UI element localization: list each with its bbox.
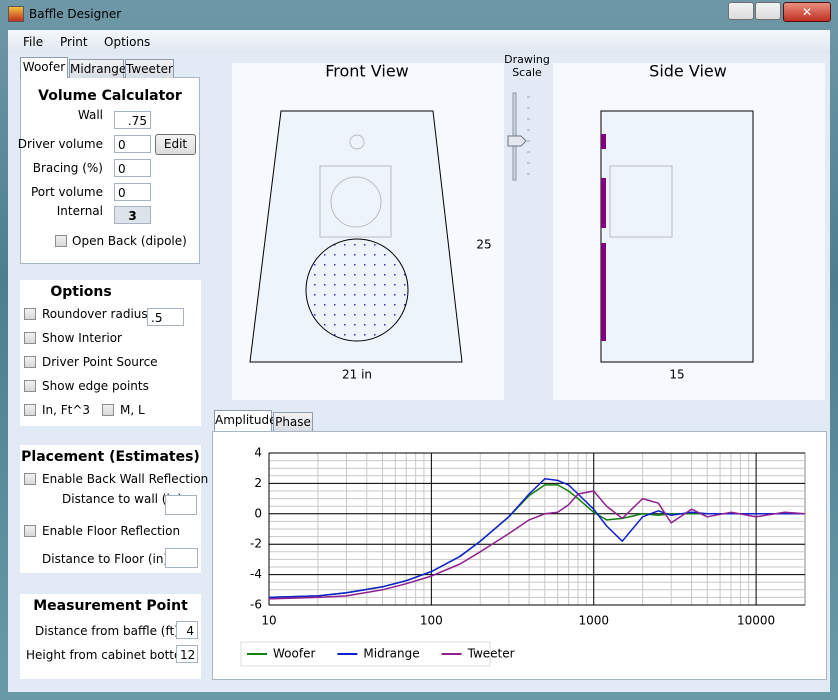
checkbox-label: Open Back (dipole)	[72, 234, 187, 248]
y-tick-label: -2	[250, 537, 262, 551]
x-tick-label: 1000	[578, 614, 609, 628]
series-line	[268, 478, 805, 599]
legend-label: Tweeter	[467, 647, 515, 661]
minimize-button[interactable]	[728, 2, 754, 20]
menu-item[interactable]: Options	[104, 35, 151, 49]
text-box[interactable]: .75	[114, 111, 151, 129]
section-title: Measurement Point	[33, 598, 188, 614]
driver-side	[601, 243, 606, 341]
checkbox[interactable]	[24, 308, 36, 320]
close-button[interactable]: ✕	[783, 2, 831, 22]
maximize-button[interactable]	[755, 2, 781, 20]
view-title: Side View	[649, 62, 727, 81]
checkbox-label: M, L	[120, 403, 145, 417]
checkbox[interactable]	[24, 356, 36, 368]
text-box[interactable]: .5	[147, 308, 184, 326]
checkbox-label: Driver Point Source	[42, 355, 158, 369]
checkbox[interactable]	[102, 404, 114, 416]
checkbox-label: Enable Floor Reflection	[42, 524, 181, 538]
slider-thumb[interactable]	[507, 135, 527, 147]
tweeter-outline	[349, 134, 365, 150]
options-panel	[20, 280, 201, 426]
field-label: Wall	[77, 108, 103, 122]
readonly-box: 3	[114, 206, 151, 224]
section-title: Options	[50, 284, 112, 300]
checkbox-label: Roundover radius	[42, 307, 148, 321]
driver-side	[601, 178, 606, 228]
field-label: Distance to wall (in)	[62, 492, 183, 506]
midrange-frame	[319, 165, 392, 238]
checkbox[interactable]	[24, 404, 36, 416]
section-title: Placement (Estimates)	[21, 449, 200, 465]
legend-label: Midrange	[363, 647, 419, 661]
text-box[interactable]: 4	[176, 621, 198, 639]
y-tick-label: 4	[254, 446, 262, 460]
checkbox[interactable]	[24, 525, 36, 537]
window-title: Baffle Designer	[29, 7, 122, 21]
checkbox-label: Show Interior	[42, 331, 122, 345]
field-label: Height from cabinet bottom	[26, 648, 194, 662]
scale-label: Scale	[512, 66, 542, 79]
text-box[interactable]: 0	[114, 183, 151, 201]
midrange-outline	[330, 176, 382, 228]
y-tick-label: -4	[250, 567, 262, 581]
driver-side	[601, 134, 606, 149]
text-box[interactable]	[165, 548, 198, 568]
dimension-label: 21 in	[342, 368, 372, 382]
edit-button[interactable]: Edit	[155, 134, 196, 155]
menu-bar	[8, 30, 830, 54]
text-box[interactable]: 12	[176, 645, 198, 663]
dimension-label: 25	[476, 238, 491, 252]
x-tick-label: 10	[261, 614, 276, 628]
checkbox[interactable]	[24, 473, 36, 485]
y-tick-label: 0	[254, 506, 262, 520]
field-label: Distance to Floor (in)	[42, 552, 169, 566]
dimension-label: 15	[669, 368, 684, 382]
checkbox-label: In, Ft^3	[42, 403, 91, 417]
field-label: Driver volume	[17, 137, 103, 151]
checkbox[interactable]	[24, 380, 36, 392]
tab[interactable]: Phase	[273, 412, 313, 431]
x-tick-label: 100	[420, 614, 443, 628]
tab[interactable]: Woofer	[20, 57, 68, 78]
menu-item[interactable]: File	[23, 35, 44, 49]
text-box[interactable]	[165, 495, 197, 515]
woofer-outline	[305, 238, 409, 342]
tab[interactable]: Tweeter	[125, 59, 174, 78]
slider-ticks	[527, 96, 530, 175]
tab[interactable]: Amplitude	[214, 410, 277, 431]
checkbox[interactable]	[24, 332, 36, 344]
tab[interactable]: Midrange	[69, 59, 126, 78]
midrange-frame	[609, 165, 673, 238]
field-label: Distance from baffle (ft)	[35, 624, 179, 638]
checkbox-label: Enable Back Wall Reflection	[42, 472, 209, 486]
section-title: Volume Calculator	[38, 88, 182, 104]
y-tick-label: -6	[250, 598, 262, 612]
measurement-panel	[20, 594, 201, 679]
view-title: Front View	[325, 62, 409, 81]
text-box[interactable]: 0	[114, 159, 151, 177]
checkbox[interactable]	[55, 235, 67, 247]
legend-label: Woofer	[273, 647, 315, 661]
volume-panel	[20, 77, 200, 264]
checkbox-label: Show edge points	[42, 379, 149, 393]
scale-label: Drawing	[504, 53, 550, 66]
field-label: Internal	[56, 204, 103, 218]
menu-item[interactable]: Print	[60, 35, 88, 49]
series-line	[268, 490, 806, 600]
x-tick-label: 10000	[737, 614, 775, 628]
y-tick-label: 2	[254, 476, 262, 490]
app-icon	[8, 6, 24, 22]
text-box[interactable]: 0	[114, 135, 151, 153]
field-label: Port volume	[30, 185, 103, 199]
field-label: Bracing (%)	[32, 161, 103, 175]
views: Front View 21 in 25 Drawing Scale Side V…	[232, 53, 825, 400]
